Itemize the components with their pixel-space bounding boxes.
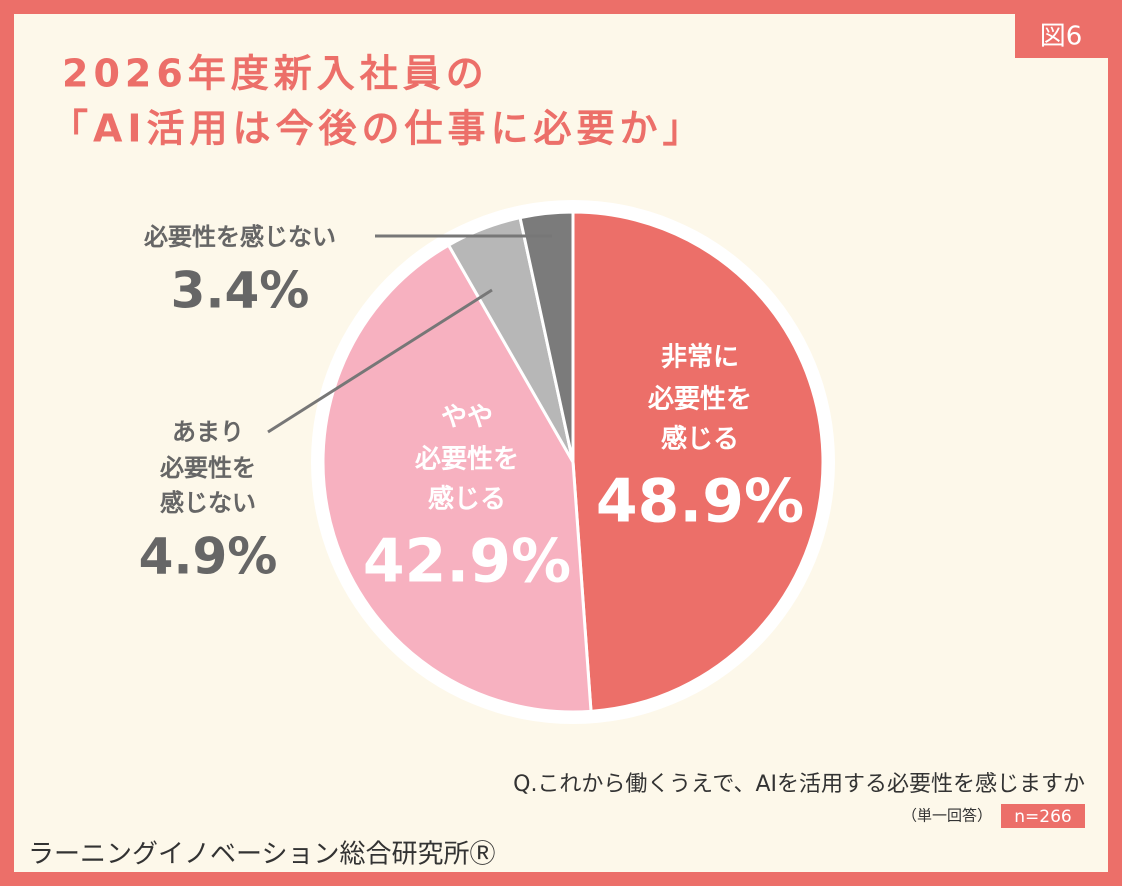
slice-label: やや <box>441 403 493 433</box>
pie-slice <box>518 210 575 463</box>
figure-label-box <box>1015 14 1108 58</box>
slice-label: 感じる <box>428 484 506 515</box>
chart-title: 「AI活用は今後の仕事に必要か」 <box>50 107 706 151</box>
source: ラーニングイノベーション総合研究所Ⓡ <box>28 840 495 870</box>
slice-label: 必要性を <box>415 445 519 475</box>
slice-label: 感じない <box>160 489 256 517</box>
slice-label: 必要性を <box>648 385 752 415</box>
pie-slice <box>571 210 825 713</box>
slice-label: 必要性を感じない <box>144 223 336 251</box>
labels: 非常に必要性を感じる48.9%やや必要性を感じる42.9%あまり必要性を感じない… <box>139 223 804 597</box>
slice-label: 感じる <box>661 424 739 455</box>
sample-size-box <box>1001 804 1085 828</box>
value-label: 4.9% <box>139 528 278 586</box>
value-label: 48.9% <box>596 467 804 537</box>
answer-type: （単一回答） <box>902 807 992 825</box>
slice-label: 非常に <box>661 343 739 373</box>
figure-label: 図6 <box>1040 22 1083 52</box>
value-label: 3.4% <box>171 262 310 320</box>
leader-line <box>267 288 493 434</box>
slice-label: 必要性を <box>160 454 256 482</box>
chart-title: 2026年度新入社員の <box>62 52 489 96</box>
pie-slice <box>321 243 593 714</box>
pie <box>311 200 835 724</box>
sample-size: n=266 <box>1014 807 1071 827</box>
value-label: 42.9% <box>363 527 571 597</box>
question: Q.これから働くうえで、AIを活用する必要性を感じますか <box>513 772 1085 797</box>
slice-label: あまり <box>172 418 244 446</box>
